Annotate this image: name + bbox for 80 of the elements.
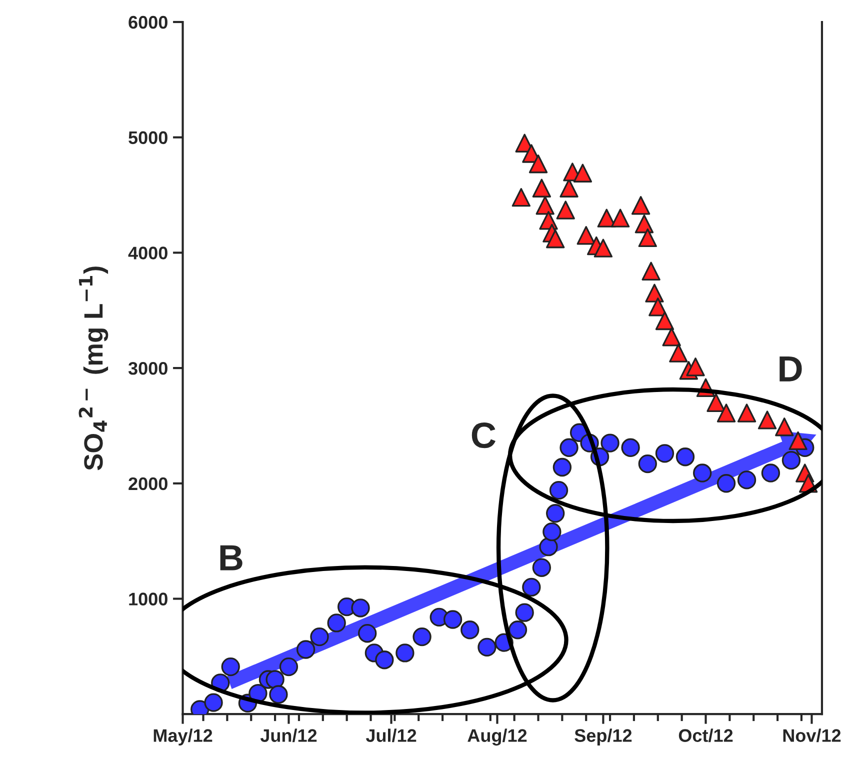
point bbox=[552, 458, 572, 477]
y-tick-label: 1000 bbox=[129, 592, 168, 606]
point bbox=[536, 196, 554, 215]
point bbox=[594, 238, 613, 258]
y-tick-label: 4000 bbox=[128, 246, 168, 260]
point bbox=[396, 644, 414, 662]
point bbox=[204, 693, 223, 712]
point bbox=[546, 504, 565, 523]
point bbox=[692, 464, 712, 482]
point bbox=[556, 200, 575, 220]
point bbox=[600, 434, 620, 452]
annotation: C bbox=[472, 422, 496, 448]
point bbox=[631, 196, 650, 215]
point bbox=[515, 603, 534, 622]
point bbox=[610, 208, 630, 228]
point bbox=[788, 431, 808, 450]
x-tick-label: May/12 bbox=[154, 728, 212, 746]
point bbox=[279, 657, 298, 676]
x-tick-label: Sep/12 bbox=[574, 728, 632, 746]
point bbox=[358, 624, 377, 643]
point bbox=[327, 614, 346, 632]
point bbox=[542, 522, 562, 542]
x-tick-label: Jun/12 bbox=[260, 728, 317, 742]
point bbox=[460, 620, 480, 640]
x-tick-label: Nov/12 bbox=[783, 728, 841, 742]
point bbox=[221, 657, 240, 676]
y-tick-label: 6000 bbox=[128, 16, 168, 29]
annotation: B bbox=[220, 545, 242, 570]
point bbox=[758, 410, 777, 430]
point bbox=[634, 214, 654, 234]
point bbox=[266, 670, 284, 689]
point bbox=[782, 450, 801, 470]
annotation: D bbox=[780, 356, 802, 382]
point bbox=[669, 344, 688, 362]
point bbox=[642, 262, 660, 280]
point bbox=[648, 298, 668, 316]
point bbox=[576, 226, 596, 245]
point bbox=[269, 685, 288, 704]
y-tick-label: 2000 bbox=[128, 477, 168, 490]
point bbox=[443, 610, 462, 629]
point bbox=[686, 358, 705, 376]
y-tick-label: 3000 bbox=[128, 362, 168, 375]
point bbox=[761, 464, 780, 482]
point bbox=[645, 284, 664, 302]
point bbox=[478, 638, 496, 657]
point bbox=[412, 627, 432, 646]
point bbox=[351, 598, 370, 618]
x-tick-label: Oct/12 bbox=[678, 728, 733, 742]
point bbox=[532, 178, 552, 198]
point bbox=[546, 230, 565, 248]
point bbox=[549, 480, 568, 500]
y-tick-label: 5000 bbox=[128, 131, 168, 144]
y-axis-title: SO$_{4}$$^{2−}$ (mg L$^{−1}$) bbox=[78, 266, 108, 470]
point bbox=[662, 328, 681, 346]
point bbox=[310, 627, 329, 646]
point bbox=[573, 164, 592, 182]
point bbox=[532, 558, 552, 577]
point bbox=[638, 228, 657, 248]
point bbox=[508, 620, 528, 640]
point bbox=[716, 474, 736, 493]
point bbox=[528, 154, 548, 174]
point bbox=[522, 578, 541, 597]
point bbox=[621, 438, 640, 457]
point bbox=[512, 188, 531, 207]
point bbox=[655, 444, 674, 463]
point bbox=[775, 418, 794, 436]
point bbox=[638, 454, 657, 474]
point bbox=[296, 640, 316, 659]
point bbox=[706, 393, 726, 412]
point bbox=[560, 438, 578, 457]
point bbox=[539, 538, 558, 556]
point bbox=[597, 208, 616, 228]
point bbox=[737, 470, 756, 490]
x-tick-label: Aug/12 bbox=[468, 728, 527, 746]
x-tick-label: Jul/12 bbox=[366, 728, 416, 742]
point bbox=[655, 311, 674, 330]
point bbox=[375, 650, 394, 670]
point bbox=[737, 404, 756, 422]
point bbox=[716, 404, 736, 422]
point bbox=[676, 448, 695, 466]
